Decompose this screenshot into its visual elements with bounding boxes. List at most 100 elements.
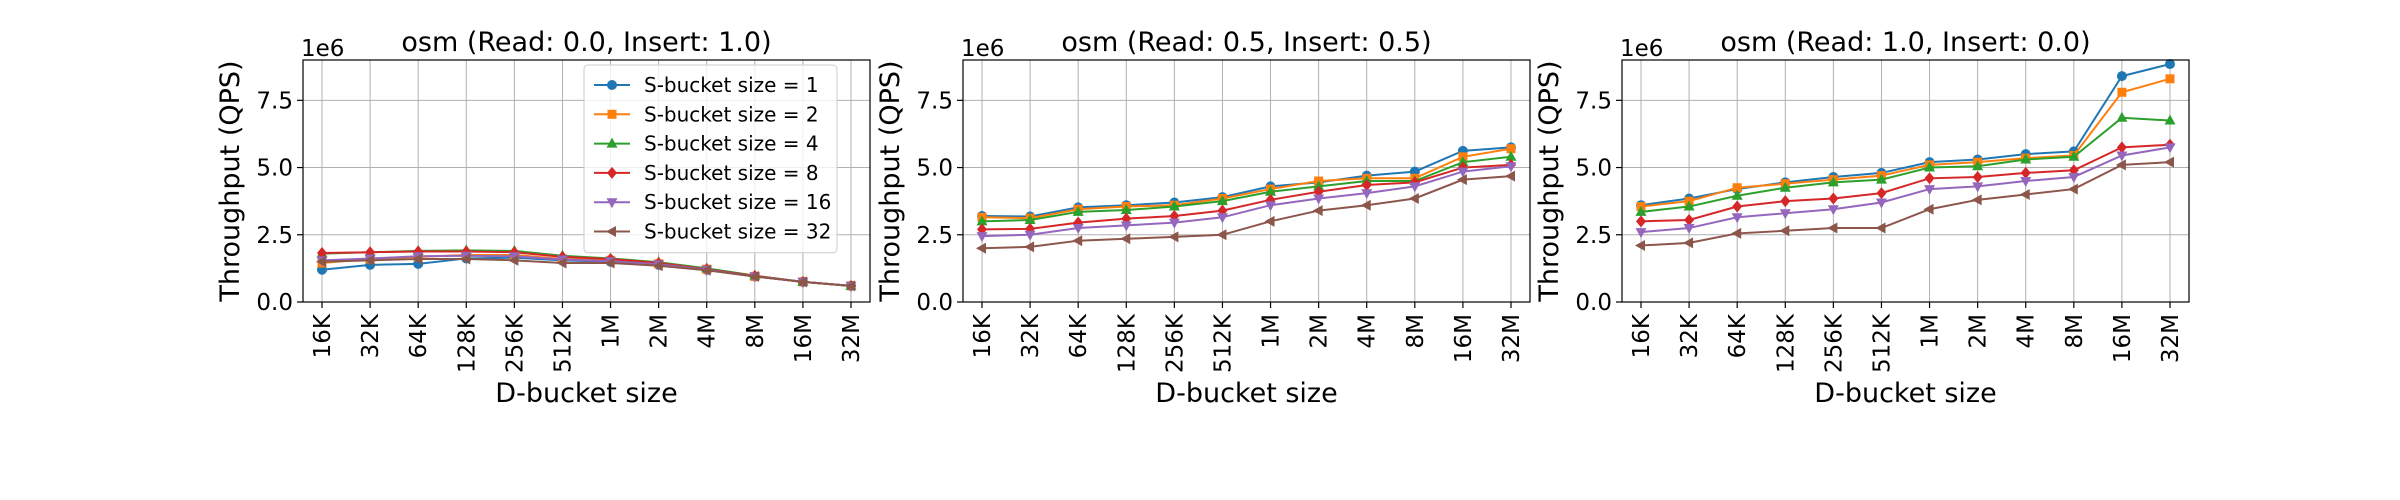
x-tick-label: 64K (1066, 313, 1092, 358)
data-point (2116, 151, 2128, 162)
legend-box (583, 64, 838, 254)
data-point (1731, 213, 1743, 224)
x-tick-label: 256K (1162, 313, 1188, 373)
data-point (316, 256, 326, 268)
data-point (1972, 182, 1984, 193)
data-point (1731, 227, 1742, 239)
chart-title: osm (Read: 0.5, Insert: 0.5) (1061, 27, 1431, 58)
data-point (2165, 74, 2175, 84)
x-tick-label: 128K (454, 313, 480, 373)
data-point (796, 276, 807, 288)
data-point (1313, 180, 1325, 191)
y-offset-label: 1e6 (301, 36, 344, 62)
y-tick-label: 2.5 (256, 223, 293, 249)
series-line-s4 (981, 155, 1512, 223)
data-point (748, 270, 759, 282)
y-offset-label: 1e6 (961, 36, 1004, 62)
x-tick-label: 64K (1725, 313, 1751, 358)
y-tick-label: 7.5 (1575, 88, 1612, 114)
y-axis-label: Throughput (QPS) (215, 60, 246, 302)
x-tick-label: 256K (502, 313, 528, 373)
data-point (1635, 205, 1647, 216)
data-point (700, 264, 711, 276)
data-point (1505, 150, 1517, 161)
y-offset-label: 1e6 (1620, 36, 1663, 62)
data-point (976, 242, 986, 254)
data-point (845, 280, 855, 292)
legend-label: S-bucket size = 1 (644, 73, 819, 97)
data-point (2116, 71, 2127, 82)
data-point (556, 257, 567, 269)
data-point (1361, 189, 1373, 200)
x-tick-label: 32M (1499, 314, 1525, 363)
data-point (1024, 213, 1036, 224)
series-line-s32 (1640, 161, 2171, 247)
x-tick-label: 32K (1677, 313, 1703, 358)
series-line-s32 (981, 175, 1512, 250)
chart-panel-3: 16K 32K 64K 128K 256K 512K 1M 2M 4M 8M 16M 32M 0.0 2.… (1534, 27, 2190, 409)
series-line-s2 (981, 147, 1512, 220)
y-tick-label: 5.0 (1575, 156, 1612, 182)
data-point (1265, 185, 1277, 196)
data-point (1312, 205, 1323, 217)
x-tick-label: 1M (1918, 314, 1944, 348)
x-tick-label: 512K (550, 313, 576, 373)
x-tick-label: 8M (1403, 314, 1429, 348)
axes-frame (302, 59, 871, 303)
legend-marker (606, 137, 618, 148)
chart-panel-2: 16K 32K 64K 128K 256K 512K 1M 2M 4M 8M 16M 32M 0.0 2.… (875, 27, 1531, 409)
x-tick-label: 16K (970, 313, 996, 358)
data-point (364, 254, 375, 266)
data-point (1924, 172, 1935, 185)
legend-label: S-bucket size = 32 (644, 220, 831, 244)
data-point (1360, 199, 1371, 211)
series-line-s2 (1640, 77, 2171, 208)
data-point (1876, 187, 1887, 200)
data-point (1923, 203, 1934, 215)
data-point (1827, 176, 1839, 187)
data-point (1168, 200, 1180, 211)
x-tick-label: 512K (1869, 313, 1895, 373)
x-tick-label: 512K (1210, 313, 1236, 373)
x-tick-label: 16K (310, 313, 336, 358)
data-point (2020, 166, 2031, 179)
series-line-s16 (1640, 146, 2171, 234)
legend-marker (606, 198, 618, 209)
axes-frame (1621, 59, 2190, 303)
data-point (1924, 161, 1936, 172)
data-point (604, 257, 615, 269)
data-point (1120, 233, 1131, 245)
data-point (1732, 200, 1743, 213)
x-tick-label: 16M (1451, 314, 1477, 363)
data-point (1779, 225, 1790, 237)
x-tick-label: 32M (2158, 314, 2184, 363)
legend-label: S-bucket size = 2 (644, 102, 819, 126)
data-point (1875, 173, 1887, 184)
data-point (2164, 143, 2176, 154)
data-point (1683, 200, 1695, 211)
data-point (2020, 153, 2032, 164)
data-point (1972, 160, 1984, 171)
data-point (2117, 87, 2127, 97)
data-point (1875, 198, 1887, 209)
data-point (1875, 222, 1886, 234)
legend-marker (607, 166, 617, 179)
x-axis-label: D-bucket size (495, 378, 677, 409)
x-tick-label: 8M (743, 314, 769, 348)
data-point (2019, 188, 2030, 200)
data-point (1505, 162, 1517, 173)
x-tick-label: 16M (2110, 314, 2136, 363)
data-point (1635, 228, 1647, 239)
series-line-s8 (981, 163, 1512, 231)
data-point (1780, 195, 1791, 208)
data-point (1827, 222, 1838, 234)
x-tick-label: 4M (2014, 314, 2040, 348)
x-tick-label: 2M (647, 314, 673, 348)
data-point (1456, 174, 1467, 186)
data-point (1168, 231, 1179, 243)
x-tick-label: 256K (1821, 313, 1847, 373)
x-tick-label: 128K (1773, 313, 1799, 373)
data-point (1024, 241, 1035, 253)
data-point (1457, 167, 1469, 178)
